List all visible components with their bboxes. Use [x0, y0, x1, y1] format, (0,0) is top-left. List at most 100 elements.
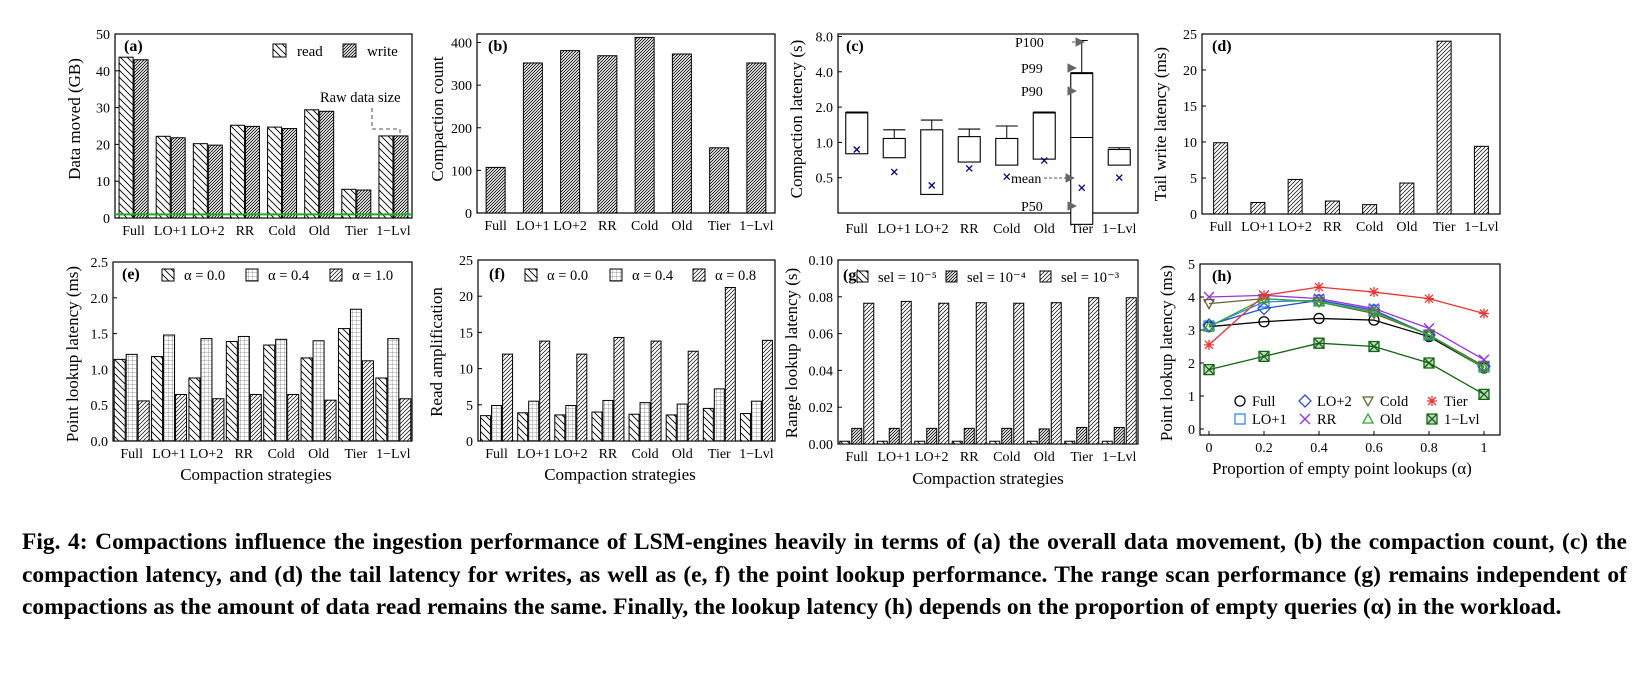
panel-a-ytick-label: 50 — [96, 28, 110, 43]
legend-write-swatch — [342, 43, 357, 58]
panel-e-frame — [112, 261, 413, 442]
panel-e-ytick-label: 0.5 — [91, 399, 109, 414]
box-c-mean-7 — [1115, 174, 1123, 182]
bar-g-s1-6 — [1076, 426, 1088, 445]
panel-d-xtick-label: Full — [1209, 220, 1232, 235]
line-h-3 — [1208, 294, 1485, 361]
panel-a-ytick-label: 0 — [103, 212, 110, 227]
box-c-1 — [882, 137, 906, 159]
bar-g-s2-0 — [863, 302, 875, 445]
bar-f-s2-7 — [761, 339, 773, 442]
panel-h-xtick-label: 0.6 — [1365, 441, 1383, 456]
legend-e-swatch-2 — [329, 268, 343, 282]
bar-e-s0-3 — [225, 340, 238, 442]
bar-a-s1-5 — [319, 110, 335, 219]
point-h-7-4 — [1423, 357, 1435, 369]
panel-a-xtick-label: Old — [309, 224, 330, 239]
panel-d-xtick-label: 1−Lvl — [1464, 220, 1498, 235]
bar-a-s1-0 — [133, 59, 149, 219]
bar-f-s2-4 — [650, 340, 662, 442]
panel-c-xtick-label: LO+2 — [915, 222, 949, 237]
panel-b-frame — [476, 33, 776, 214]
legend-g-label-0: sel = 10⁻⁵ — [878, 270, 937, 286]
panel-h-ytick-label: 2 — [1188, 357, 1195, 372]
bar-d-v-2 — [1287, 178, 1303, 215]
mean-annotation: mean — [1011, 172, 1041, 187]
panel-d-ytick-label: 25 — [1183, 28, 1197, 43]
line-h-1 — [1208, 299, 1485, 367]
panel-a-xtick-label: RR — [236, 224, 255, 239]
legend-read-label: read — [297, 44, 323, 60]
panel-d-xtick-label: Old — [1396, 220, 1417, 235]
point-h-6-0 — [1204, 339, 1214, 350]
bar-b-v-3 — [597, 55, 618, 214]
panel-d-xtick-label: LO+1 — [1241, 220, 1275, 235]
panel-b-xtick-label: Old — [671, 219, 692, 234]
bar-f-s2-1 — [539, 340, 551, 442]
panel-c-xtick-label: Cold — [993, 222, 1020, 237]
bar-f-s1-2 — [565, 405, 577, 442]
point-h-0-1 — [1258, 316, 1270, 328]
bar-a-s0-4 — [267, 126, 283, 219]
bar-f-s1-5 — [676, 403, 688, 442]
panel-a: Data moved (GB) (a) read write Raw data … — [65, 28, 413, 239]
bar-b-v-1 — [522, 62, 543, 214]
box-c-0 — [845, 111, 869, 155]
panel-g-ytick-label: 0.08 — [809, 291, 834, 306]
point-h-7-0 — [1203, 363, 1215, 376]
point-h-4-0 — [1202, 298, 1216, 310]
bar-a-s0-3 — [229, 124, 245, 219]
box-c-6 — [1070, 72, 1094, 225]
panel-c-ytick-label: 8.0 — [816, 30, 834, 45]
legend-h-label-7: 1−Lvl — [1444, 412, 1480, 428]
bar-g-s2-2 — [938, 302, 950, 445]
panel-e-xtick-label: LO+1 — [152, 447, 186, 462]
point-h-6-4 — [1424, 293, 1434, 304]
p99-annotation: P99 — [1021, 62, 1043, 77]
panel-a-xtick-label: Full — [122, 224, 145, 239]
bar-g-s0-6 — [1064, 440, 1076, 445]
panel-d-ytick-label: 20 — [1183, 64, 1197, 79]
box-c-mean-2 — [928, 181, 936, 189]
line-h-0 — [1208, 317, 1485, 369]
panel-h: Point lookup latency (ms) (h) Proportion… — [1157, 258, 1501, 478]
panel-c-ytick-label: 4.0 — [816, 66, 834, 81]
box-c-mean-4 — [1003, 173, 1011, 181]
panel-e-xtick-label: Full — [120, 447, 143, 462]
panel-d-xtick-label: Tier — [1433, 220, 1456, 235]
point-h-5-5 — [1477, 361, 1491, 373]
panel-f-ytick-label: 25 — [459, 254, 473, 269]
panel-c-annotations: P100 P99 P90 mean P50 — [1011, 36, 1044, 215]
panel-h-ylabel: Point lookup latency (ms) — [1157, 265, 1176, 441]
panel-b-ytick-label: 100 — [451, 164, 472, 179]
legend-h-marker-2 — [1298, 394, 1312, 408]
panel-f-frame — [477, 259, 776, 442]
panel-e-ytick-label: 0.0 — [91, 435, 109, 450]
p90-annotation: P90 — [1021, 85, 1043, 100]
panel-g-ytick-label: 0.04 — [809, 364, 834, 379]
panel-f-ytick-label: 5 — [466, 399, 473, 414]
bar-e-s1-4 — [275, 338, 288, 442]
panel-h-xtick-label: 0.8 — [1420, 441, 1438, 456]
bar-f-s2-6 — [724, 287, 736, 442]
panel-f-ylabel: Read amplification — [427, 287, 446, 417]
bar-a-s0-0 — [118, 56, 134, 219]
panel-e-xtick-label: RR — [234, 447, 253, 462]
panel-f-xtick-label: Cold — [631, 447, 658, 462]
panel-c-xtick-label: 1−Lvl — [1102, 222, 1136, 237]
panel-h-ytick-label: 5 — [1188, 258, 1195, 273]
figure: Data moved (GB) (a) read write Raw data … — [63, 28, 1501, 488]
panel-e-xtick-label: Old — [308, 447, 329, 462]
bar-g-s1-4 — [1001, 427, 1013, 445]
point-h-3-5 — [1478, 354, 1490, 366]
bar-e-s2-4 — [287, 393, 300, 442]
panel-g-xtick-label: LO+2 — [915, 450, 949, 465]
box-c-4 — [995, 137, 1019, 166]
panel-a-ytick-label: 40 — [96, 65, 110, 80]
point-h-5-2 — [1312, 295, 1326, 307]
panel-a-frame — [114, 33, 413, 219]
bar-e-s2-7 — [399, 398, 412, 442]
panel-e-ytick-label: 2.5 — [91, 256, 109, 271]
bar-f-s0-1 — [517, 412, 529, 442]
legend-h-marker-4 — [1361, 396, 1375, 408]
